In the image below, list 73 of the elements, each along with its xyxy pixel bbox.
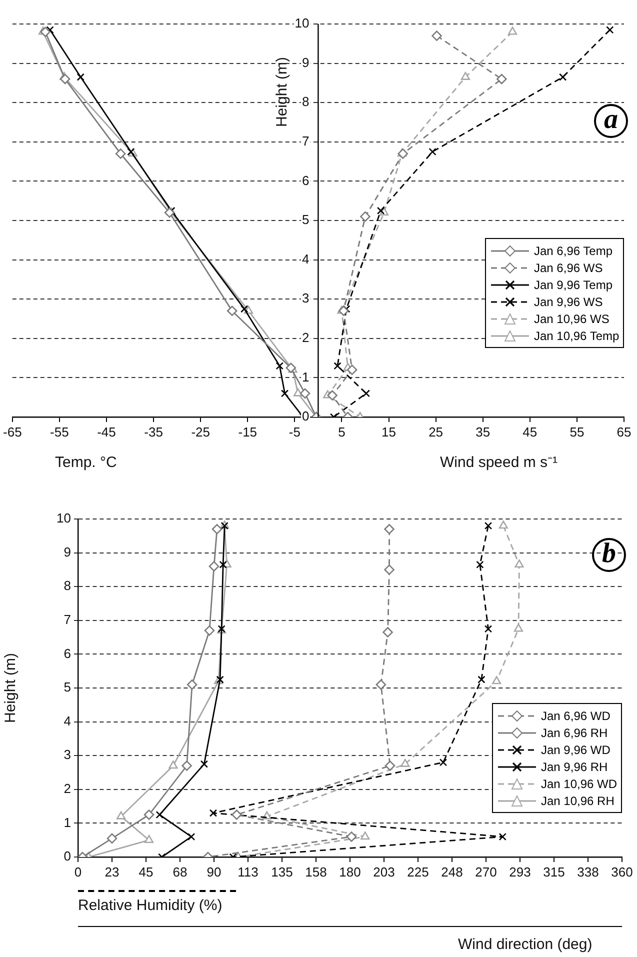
x-tick-label: 315 [543,864,565,880]
x-tick-label: -45 [97,424,116,440]
x-tick-label: 203 [373,864,395,880]
y-tick-label: 9 [64,544,71,560]
x-tick-label: 0 [74,864,82,880]
x-tick-label: 338 [577,864,599,880]
x-tick-label: 35 [476,424,490,440]
x-tick-label: 225 [407,864,429,880]
legend-label: Jan 9,96 WS [534,294,603,309]
y-tick-label: 5 [64,680,71,695]
y-tick-label: 4 [302,251,310,266]
y-axis-title: Height (m) [2,652,20,724]
y-tick-label: 7 [302,133,310,148]
x-tick-label: 45 [522,424,538,440]
text: b [592,538,626,572]
x-tick-label: 15 [382,424,396,440]
x-tick-label: 90 [206,864,222,880]
legend-label: Jan 6,96 WD [541,708,610,723]
x-tick-label: 25 [428,424,444,440]
text: Wind speed m s⁻¹ [440,454,558,472]
y-tick-label: 10 [294,16,310,31]
x-tick-label: 45 [138,864,154,880]
x-tick-label: 5 [338,424,346,440]
legend-label: Jan 10,96 WS [534,312,610,326]
text: a [594,104,628,138]
y-tick-label: 7 [64,612,71,627]
y-tick-label: 9 [302,54,310,70]
legend-label: Jan 9,96 WD [541,742,610,757]
x-tick-label: 23 [104,864,120,880]
legend-label: Jan 10,96 WD [541,776,618,791]
y-tick-label: 8 [64,578,71,594]
y-tick-label: 5 [302,212,310,228]
y-tick-label: 1 [64,814,71,830]
y-tick-label: 0 [302,408,310,424]
text: Relative Humidity (%) [78,897,222,914]
x-tick-label: -25 [191,424,210,440]
legend-label: Jan 6,96 RH [541,726,608,740]
y-tick-label: 6 [64,646,71,661]
x-tick-label: -5 [288,424,300,440]
legend-label: Jan 9,96 Temp [534,278,612,292]
x-tick-label: 293 [509,864,531,880]
y-tick-label: 4 [64,713,71,728]
x-tick-label: 135 [271,864,293,880]
y-tick-label: 8 [302,94,310,110]
x-tick-label: -15 [238,424,258,440]
legend-label: Jan 10,96 Temp [534,328,620,343]
x-tick-label: -65 [2,424,22,440]
y-tick-label: 2 [64,780,71,796]
y-tick-label: 2 [302,330,310,345]
x-tick-label: 158 [305,864,327,880]
y-axis-title: Height (m) [273,56,290,128]
y-tick-label: 0 [64,848,71,864]
x-tick-label: 248 [441,864,463,880]
y-tick-label: 3 [64,747,71,762]
legend-label: Jan 10,96 RH [541,794,614,808]
x-tick-label: -55 [50,424,69,440]
x-tick-label: 180 [339,864,361,880]
x-tick-label: 270 [475,864,497,880]
x-axis-title: Temp. °C [55,454,118,472]
y-tick-label: 10 [56,510,71,526]
legend-label: Jan 6,96 Temp [534,244,612,258]
x-tick-label: -35 [144,424,163,440]
y-tick-label: 1 [302,369,310,384]
y-tick-label: 6 [302,172,310,188]
x-tick-label: 360 [611,864,633,880]
x-tick-label: 55 [570,424,584,440]
y-tick-label: 3 [302,290,310,306]
x-tick-label: 113 [238,864,258,880]
legend-label: Jan 6,96 WS [534,260,603,275]
legend-label: Jan 9,96 RH [541,760,608,774]
x-tick-label: 65 [616,424,632,440]
x-tick-label: 68 [172,864,188,880]
x-axis-title: Wind direction (deg) [458,936,592,954]
